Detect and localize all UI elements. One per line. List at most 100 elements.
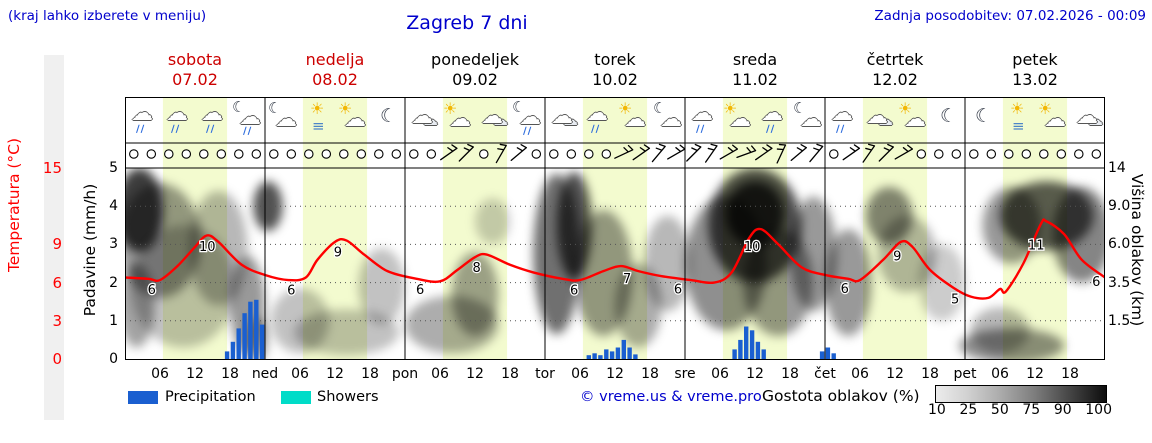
fog-glyph: ≡ <box>312 117 325 135</box>
precip-tick: 2 <box>109 275 118 291</box>
wind-calm-circle <box>531 149 542 159</box>
wind-calm-circle <box>391 149 402 159</box>
wind-calm-circle <box>321 149 332 159</box>
day-name: torek <box>594 50 636 69</box>
wind-calm-circle <box>1074 149 1084 159</box>
cloud-density-layer <box>125 168 1105 359</box>
wind-barb <box>809 143 824 163</box>
cloud-glyph: ☁ <box>1088 111 1103 129</box>
temperature-label: 9 <box>334 246 342 261</box>
wind-calm-circle <box>199 149 209 159</box>
wind-calm-circle <box>339 149 349 159</box>
wind-calm-circle <box>479 149 489 159</box>
time-tick-label: 18 <box>921 366 939 382</box>
temperature-label: 6 <box>674 282 682 297</box>
cloud-density-scale-value: 50 <box>990 402 1009 418</box>
weather-icon-night-cloud: ☾ ☁ <box>651 99 685 141</box>
precip-bar <box>825 347 831 359</box>
weather-icon-rain: ☁ ∕∕ <box>161 99 195 141</box>
wind-calm-circle <box>269 149 279 159</box>
day-abbrev-label: pet <box>953 366 977 382</box>
sun-glyph: ☀ <box>310 99 325 118</box>
day-date: 13.02 <box>1012 70 1058 89</box>
cloud-glyph: ☁ <box>493 111 508 129</box>
day-header-torek: torek 10.02 <box>545 50 685 90</box>
day-date: 12.02 <box>872 70 918 89</box>
time-tick-label: 06 <box>711 366 729 382</box>
time-tick-label: 06 <box>991 366 1009 382</box>
moon-glyph: ☾ <box>268 99 282 117</box>
wind-calm-circle <box>549 149 559 159</box>
day-date: 07.02 <box>172 70 218 89</box>
wind-barb <box>440 144 458 161</box>
precip-bar <box>586 355 591 359</box>
wind-barb <box>614 144 634 159</box>
time-tick-label: 06 <box>291 366 309 382</box>
day-name: sobota <box>167 50 223 69</box>
weather-icon-rain: ☁ ∕∕ <box>581 99 615 141</box>
day-header-sobota: sobota 07.02 <box>125 50 265 90</box>
temperature-label: 8 <box>473 261 481 276</box>
day-name: četrtek <box>866 50 924 69</box>
showers-legend-swatch <box>281 391 311 404</box>
moon-glyph: ☾ <box>793 99 807 117</box>
precipitation-legend-label: Precipitation <box>165 389 256 405</box>
showers-legend-label: Showers <box>317 389 379 405</box>
wind-barb <box>651 143 666 163</box>
precip-bar <box>592 353 597 359</box>
fog-glyph: ≡ <box>1012 117 1025 135</box>
precip-bar <box>615 347 621 359</box>
wind-calm-circle <box>969 149 979 159</box>
wind-barb <box>632 144 651 161</box>
weather-icon-rain: ☁ ∕∕ <box>756 99 790 141</box>
chart-border <box>125 97 1105 360</box>
cloud-glyph: ☁ <box>411 104 433 129</box>
cloud-tick: 6.0 <box>1108 236 1131 252</box>
cloud-glyph: ☁ <box>239 105 261 130</box>
precip-bar <box>248 301 253 359</box>
weather-icon-night-cloud: ☾ ☁ <box>266 99 300 141</box>
time-tick-label: 12 <box>606 366 624 382</box>
wind-barb <box>736 145 757 159</box>
rain-glyph: ∕∕ <box>591 124 601 135</box>
weather-icon-partly-sunny: ☀ ☁ <box>896 99 930 141</box>
wind-calm-circle <box>1021 149 1032 159</box>
cloud-glyph: ☁ <box>275 107 297 132</box>
moon-glyph: ☾ <box>653 99 667 117</box>
time-tick-label: 12 <box>186 366 204 382</box>
copyright-link[interactable]: © vreme.us & vreme.pro <box>580 389 762 405</box>
sun-glyph: ☀ <box>338 99 353 118</box>
wind-calm-circle <box>1091 149 1102 159</box>
precip-bar <box>732 349 737 359</box>
cloud-tick: 14 <box>1108 160 1126 176</box>
time-tick-label: 18 <box>781 366 799 382</box>
temp-tick: 0 <box>52 350 62 368</box>
sun-glyph: ☀ <box>723 99 738 118</box>
wind-calm-circle <box>146 149 157 159</box>
time-tick-label: 18 <box>361 366 379 382</box>
cloud-glyph: ☁ <box>660 107 682 132</box>
weather-icon-cloud: ☁ ☁ <box>546 99 580 141</box>
precip-bar <box>831 353 836 359</box>
precip-bar <box>254 299 259 359</box>
cloud-glyph: ☁ <box>201 101 223 126</box>
moon-glyph: ☾ <box>975 105 993 127</box>
wind-calm-circle <box>916 149 927 159</box>
temperature-label: 6 <box>148 283 156 298</box>
rain-glyph: ∕∕ <box>523 126 533 137</box>
precip-tick: 3 <box>109 236 118 252</box>
cloud-glyph: ☁ <box>729 107 751 132</box>
wind-barb <box>755 144 773 161</box>
wind-calm-circle <box>1056 149 1067 159</box>
cloud-glyph: ☁ <box>131 101 153 126</box>
day-abbrev-label: tor <box>535 366 555 382</box>
day-name: ponedeljek <box>431 50 519 69</box>
sun-glyph: ☀ <box>618 99 633 118</box>
day-header-cetrtek: četrtek 12.02 <box>825 50 965 90</box>
cloud-density-scale-value: 100 <box>1085 402 1112 418</box>
cloud-glyph: ☁ <box>800 107 822 132</box>
day-header-ponedeljek: ponedeljek 09.02 <box>405 50 545 90</box>
time-tick-label: 12 <box>1026 366 1044 382</box>
temp-tick: 9 <box>52 235 62 253</box>
cloud-glyph: ☁ <box>866 104 888 129</box>
